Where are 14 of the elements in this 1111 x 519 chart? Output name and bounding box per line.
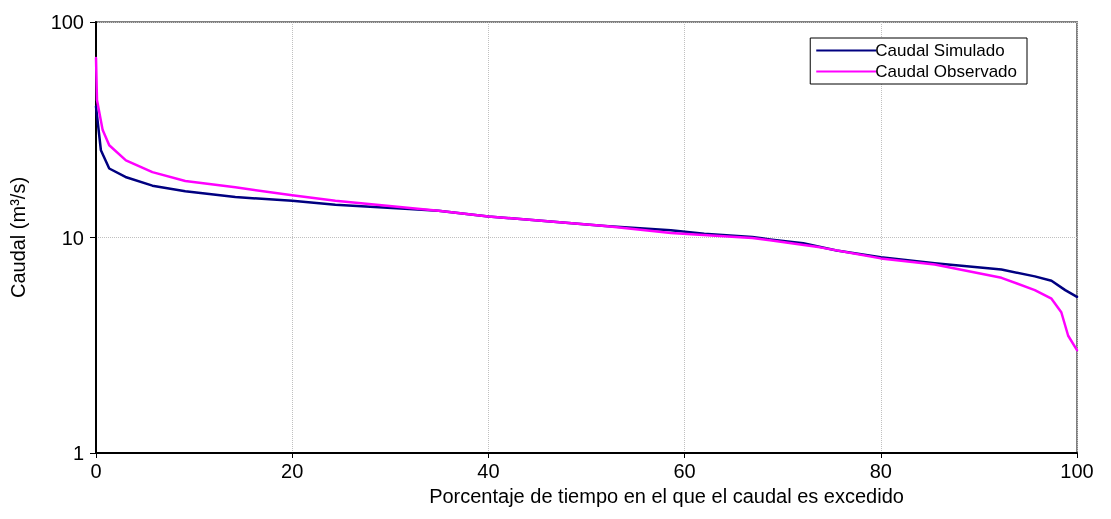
x-tick-label: 60 bbox=[673, 460, 696, 482]
x-tick-label: 80 bbox=[869, 460, 892, 482]
y-tick-label: 100 bbox=[50, 11, 84, 33]
x-tick-label: 100 bbox=[1060, 460, 1094, 482]
y-tick-label: 1 bbox=[72, 442, 84, 464]
line-series bbox=[94, 56, 1079, 352]
x-axis-title: Porcentaje de tiempo en el que el caudal es excedido bbox=[429, 484, 904, 507]
x-tick-label: 40 bbox=[477, 460, 500, 482]
y-tick-label: 10 bbox=[61, 226, 84, 249]
legend-label: Caudal Observado bbox=[875, 62, 1018, 81]
x-tick-label: 0 bbox=[90, 460, 102, 482]
x-tick-label: 20 bbox=[281, 460, 304, 482]
y-axis-title: Caudal (m³/s) bbox=[7, 176, 29, 299]
legend-label: Caudal Simulado bbox=[875, 41, 1005, 60]
